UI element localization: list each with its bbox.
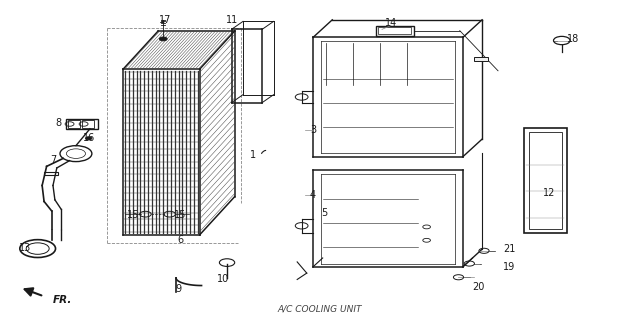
- Text: 17: 17: [159, 15, 171, 25]
- Text: 12: 12: [543, 188, 555, 198]
- Circle shape: [86, 137, 92, 140]
- Bar: [66, 119, 98, 129]
- Text: 18: 18: [567, 34, 579, 44]
- Text: 4: 4: [310, 190, 316, 200]
- Text: 10: 10: [217, 274, 229, 284]
- Bar: [473, 57, 488, 61]
- Text: 7: 7: [50, 155, 56, 165]
- Text: 9: 9: [175, 284, 181, 294]
- Text: 13: 13: [19, 243, 31, 252]
- Bar: [528, 132, 562, 229]
- Text: 11: 11: [226, 15, 238, 25]
- Circle shape: [160, 37, 167, 41]
- Bar: [82, 120, 94, 128]
- Text: 15: 15: [127, 210, 139, 220]
- Text: 8: 8: [55, 118, 61, 128]
- Text: 1: 1: [249, 150, 256, 160]
- Text: 19: 19: [504, 262, 516, 272]
- Text: 6: 6: [178, 235, 183, 245]
- Text: 16: 16: [82, 133, 95, 143]
- Bar: [378, 27, 412, 35]
- Text: 15: 15: [174, 210, 187, 220]
- Bar: [376, 26, 414, 36]
- Text: 20: 20: [473, 282, 485, 292]
- Bar: [523, 128, 567, 233]
- Text: 14: 14: [385, 18, 397, 28]
- Text: 21: 21: [504, 244, 516, 253]
- Text: 3: 3: [310, 125, 316, 135]
- Bar: [68, 120, 80, 128]
- Text: FR.: FR.: [53, 295, 72, 305]
- Text: A/C COOLING UNIT: A/C COOLING UNIT: [277, 305, 362, 314]
- Text: 5: 5: [321, 208, 328, 218]
- Bar: [44, 172, 58, 175]
